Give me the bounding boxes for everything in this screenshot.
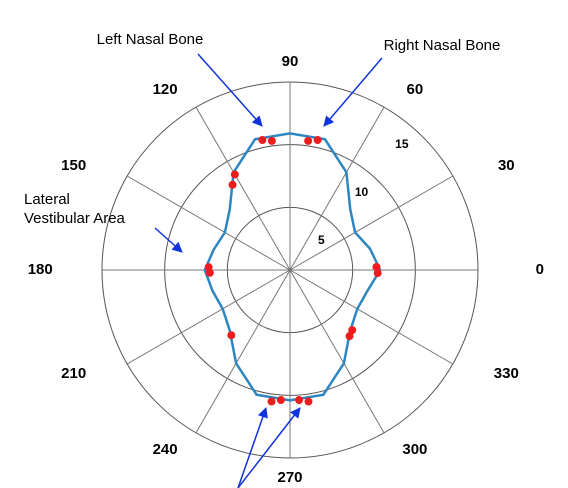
theta-tick-label: 0 <box>536 261 544 278</box>
curve <box>203 132 382 402</box>
theta-tick-label: 240 <box>153 441 178 458</box>
theta-tick-label: 300 <box>402 441 427 458</box>
arrow <box>197 53 263 127</box>
point <box>258 136 267 145</box>
point <box>345 332 354 341</box>
spoke <box>289 269 454 365</box>
theta-tick-label: 60 <box>407 81 424 98</box>
arrow <box>237 407 301 488</box>
point <box>228 180 237 189</box>
spoke <box>289 269 385 434</box>
point <box>373 269 382 278</box>
annotation: Lateral <box>24 191 70 208</box>
point <box>348 326 357 335</box>
spoke <box>195 106 291 271</box>
point <box>230 170 239 179</box>
point <box>295 396 304 405</box>
theta-tick-label: 210 <box>61 365 86 382</box>
point <box>267 136 276 145</box>
point <box>227 331 236 340</box>
theta-tick-label: 90 <box>282 53 299 70</box>
point <box>267 397 276 406</box>
theta-tick-label: 120 <box>153 81 178 98</box>
point <box>304 136 313 145</box>
theta-tick-label: 270 <box>277 469 302 486</box>
point <box>276 396 285 405</box>
r-tick-label: 10 <box>355 185 369 199</box>
r-tick-label: 15 <box>395 137 409 151</box>
spoke <box>289 106 385 271</box>
annotation: Left Nasal Bone <box>97 31 204 48</box>
theta-tick-label: 30 <box>498 157 515 174</box>
spoke <box>289 175 454 271</box>
arrow <box>154 227 183 253</box>
point <box>313 136 322 145</box>
point <box>372 262 381 271</box>
spoke <box>195 269 291 434</box>
theta-tick-label: 180 <box>28 261 53 278</box>
spoke <box>126 175 291 271</box>
annotation: Right Nasal Bone <box>384 37 501 54</box>
point <box>304 397 313 406</box>
r-tick-label: 5 <box>318 233 325 247</box>
annotation: Vestibular Area <box>24 210 126 227</box>
spoke <box>126 269 291 365</box>
arrow <box>237 407 268 488</box>
arrow <box>323 57 383 127</box>
point <box>205 268 214 277</box>
theta-tick-label: 150 <box>61 157 86 174</box>
theta-tick-label: 330 <box>494 365 519 382</box>
